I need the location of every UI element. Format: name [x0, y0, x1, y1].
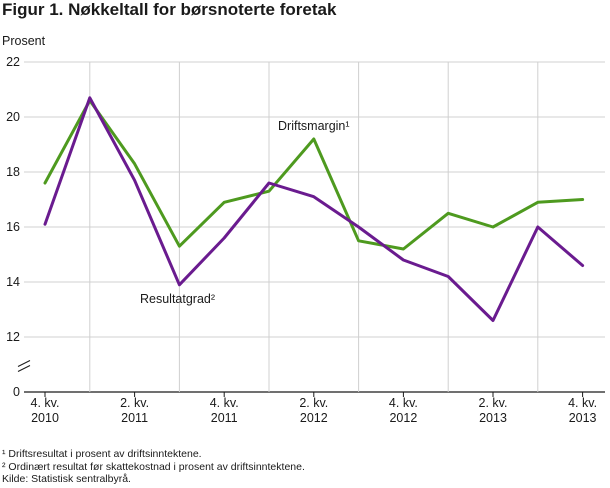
series-line-driftsmargin: [43, 99, 585, 251]
x-tick-label: 4. kv.: [31, 396, 60, 410]
source-note: Kilde: Statistisk sentralbyrå.: [2, 473, 131, 485]
x-tick-label: 2. kv.: [479, 396, 508, 410]
series-annotation: Resultatgrad²: [140, 292, 215, 306]
x-tick-label: 2012: [300, 411, 328, 425]
label-layer: Driftsmargin¹ Resultatgrad²: [140, 119, 350, 306]
y-tick-label: 16: [6, 220, 20, 234]
series-annotation: Driftsmargin¹: [278, 119, 350, 133]
x-tick-label: 2013: [569, 411, 597, 425]
series-line-resultatgrad: [43, 96, 585, 322]
x-tick-label: 2. kv.: [299, 396, 328, 410]
y-tick-label: 18: [6, 165, 20, 179]
x-tick-label: 4. kv.: [210, 396, 239, 410]
y-tick-label: 14: [6, 275, 20, 289]
series-layer: [43, 96, 585, 322]
footnotes: ¹ Driftsresultat i prosent av driftsinnt…: [2, 448, 305, 486]
x-tick-label: 2013: [479, 411, 507, 425]
y-tick-label: 22: [6, 55, 20, 69]
axis-break-mark: [17, 365, 31, 372]
grid-layer: [24, 61, 605, 393]
x-tick-label: 4. kv.: [389, 396, 418, 410]
footnote-1: ¹ Driftsresultat i prosent av driftsinnt…: [2, 448, 202, 460]
x-tick-label: 2. kv.: [120, 396, 149, 410]
x-tick-label: 2012: [389, 411, 417, 425]
x-tick-label: 2011: [121, 411, 148, 425]
y-tick-label: 20: [6, 110, 20, 124]
chart-title: Figur 1. Nøkkeltall for børsnoterte fore…: [2, 0, 337, 19]
y-tick-label: 12: [6, 330, 20, 344]
axis-break-mark: [17, 360, 31, 367]
y-axis-label: Prosent: [2, 34, 46, 48]
x-tick-label: 2010: [31, 411, 59, 425]
y-tick-label: 0: [13, 385, 20, 399]
footnote-2: ² Ordinært resultat før skattekostnad i …: [2, 460, 305, 473]
x-tick-label: 4. kv.: [568, 396, 597, 410]
x-tick-label: 2011: [211, 411, 238, 425]
